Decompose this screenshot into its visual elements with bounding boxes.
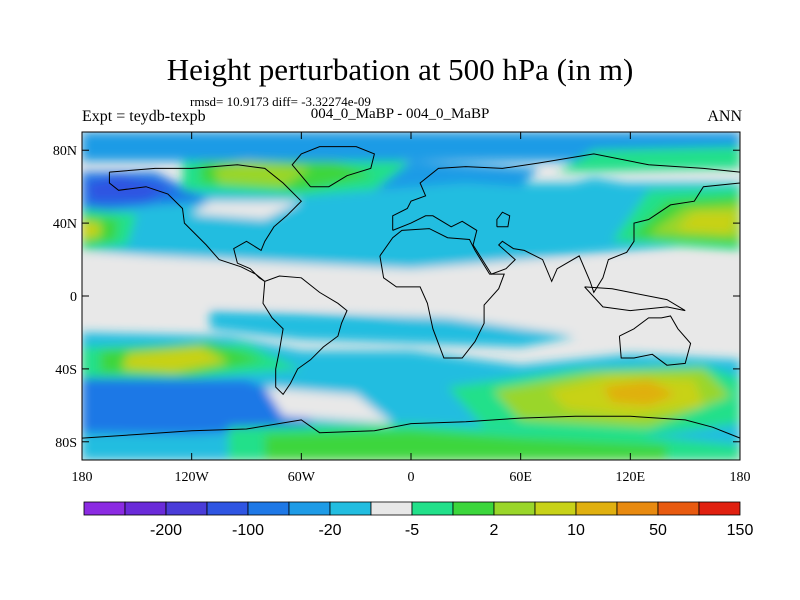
coastline-1 xyxy=(291,146,375,188)
colorbar-label-3: -5 xyxy=(405,522,419,539)
contour-region-24 xyxy=(520,177,667,242)
colorbar-box-10 xyxy=(493,501,536,516)
colorbar-box-5 xyxy=(288,501,331,516)
x-tick-label-2: 60W xyxy=(288,470,316,485)
contour-region-12 xyxy=(602,379,676,406)
contour-region-28 xyxy=(676,212,737,234)
colorbar-label-4: 2 xyxy=(490,522,499,539)
center-subtitle: 004_0_MaBP - 004_0_MaBP xyxy=(310,106,490,122)
colorbar-box-7 xyxy=(370,501,413,516)
season-label: ANN xyxy=(707,108,742,125)
colorbar-box-15 xyxy=(698,501,741,516)
coastline-3 xyxy=(379,228,505,359)
contour-region-31 xyxy=(82,221,101,240)
contour-fill xyxy=(82,132,740,460)
contour-region-32 xyxy=(82,132,740,162)
coastline-7 xyxy=(82,415,740,439)
field-layer xyxy=(82,132,740,460)
colorbar-box-14 xyxy=(657,501,700,516)
y-tick-label-0: 80N xyxy=(53,144,77,159)
coastline-2 xyxy=(262,275,348,396)
colorbar: -200 -100 -20 -5 2 10 50 150 xyxy=(83,501,754,539)
y-tick-label-4: 80S xyxy=(55,436,77,451)
colorbar-box-11 xyxy=(534,501,577,516)
colorbar-box-8 xyxy=(411,501,454,516)
colorbar-label-6: 50 xyxy=(649,522,667,539)
chart-title: Height perturbation at 500 hPa (in m) xyxy=(166,52,634,87)
x-tick-label-5: 120E xyxy=(616,470,646,485)
colorbar-label-5: 10 xyxy=(567,522,585,539)
y-tick-label-1: 40N xyxy=(53,217,77,232)
colorbar-box-4 xyxy=(247,501,290,516)
x-tick-label-6: 180 xyxy=(730,470,751,485)
contour-region-22 xyxy=(213,161,311,187)
contour-region-33 xyxy=(557,146,740,173)
colorbar-box-1 xyxy=(124,501,167,516)
colorbar-box-3 xyxy=(206,501,249,516)
contour-region-15 xyxy=(209,310,576,347)
y-tick-label-3: 40S xyxy=(55,363,77,378)
coastline-5 xyxy=(496,211,511,228)
colorbar-label-0: -200 xyxy=(150,522,182,539)
x-tick-label-3: 0 xyxy=(408,470,415,485)
contour-region-5 xyxy=(82,378,311,435)
coastlines xyxy=(82,146,740,439)
colorbar-label-2: -20 xyxy=(318,522,341,539)
colorbar-box-12 xyxy=(575,501,618,516)
x-axis: 180 120W 60W 0 60E 120E 180 xyxy=(72,132,751,485)
coastline-8 xyxy=(584,286,686,312)
contour-region-6 xyxy=(264,387,393,424)
contour-region-14 xyxy=(82,255,740,329)
contour-region-13 xyxy=(82,436,229,460)
colorbar-label-7: 150 xyxy=(727,522,754,539)
colorbar-box-6 xyxy=(329,501,372,516)
experiment-label: Expt = teydb-texpb xyxy=(82,108,206,125)
y-tick-label-2: 0 xyxy=(70,290,77,305)
colorbar-box-13 xyxy=(616,501,659,516)
colorbar-box-9 xyxy=(452,501,495,516)
x-tick-label-1: 120W xyxy=(175,470,210,485)
x-tick-label-0: 180 xyxy=(72,470,93,485)
colorbar-box-2 xyxy=(165,501,208,516)
colorbar-label-1: -100 xyxy=(232,522,264,539)
contour-region-17 xyxy=(191,201,302,220)
contour-region-8 xyxy=(264,430,667,460)
coastline-6 xyxy=(618,315,692,366)
coastline-0 xyxy=(108,164,303,282)
x-tick-label-4: 60E xyxy=(509,470,532,485)
colorbar-box-0 xyxy=(83,501,126,516)
rmsd-text: rmsd= 10.9173 diff= -3.32274e-09 xyxy=(190,94,371,109)
coastline-4 xyxy=(392,153,740,294)
y-axis: 80N 40N 0 40S 80S xyxy=(53,144,740,451)
contour-region-3 xyxy=(122,347,229,373)
